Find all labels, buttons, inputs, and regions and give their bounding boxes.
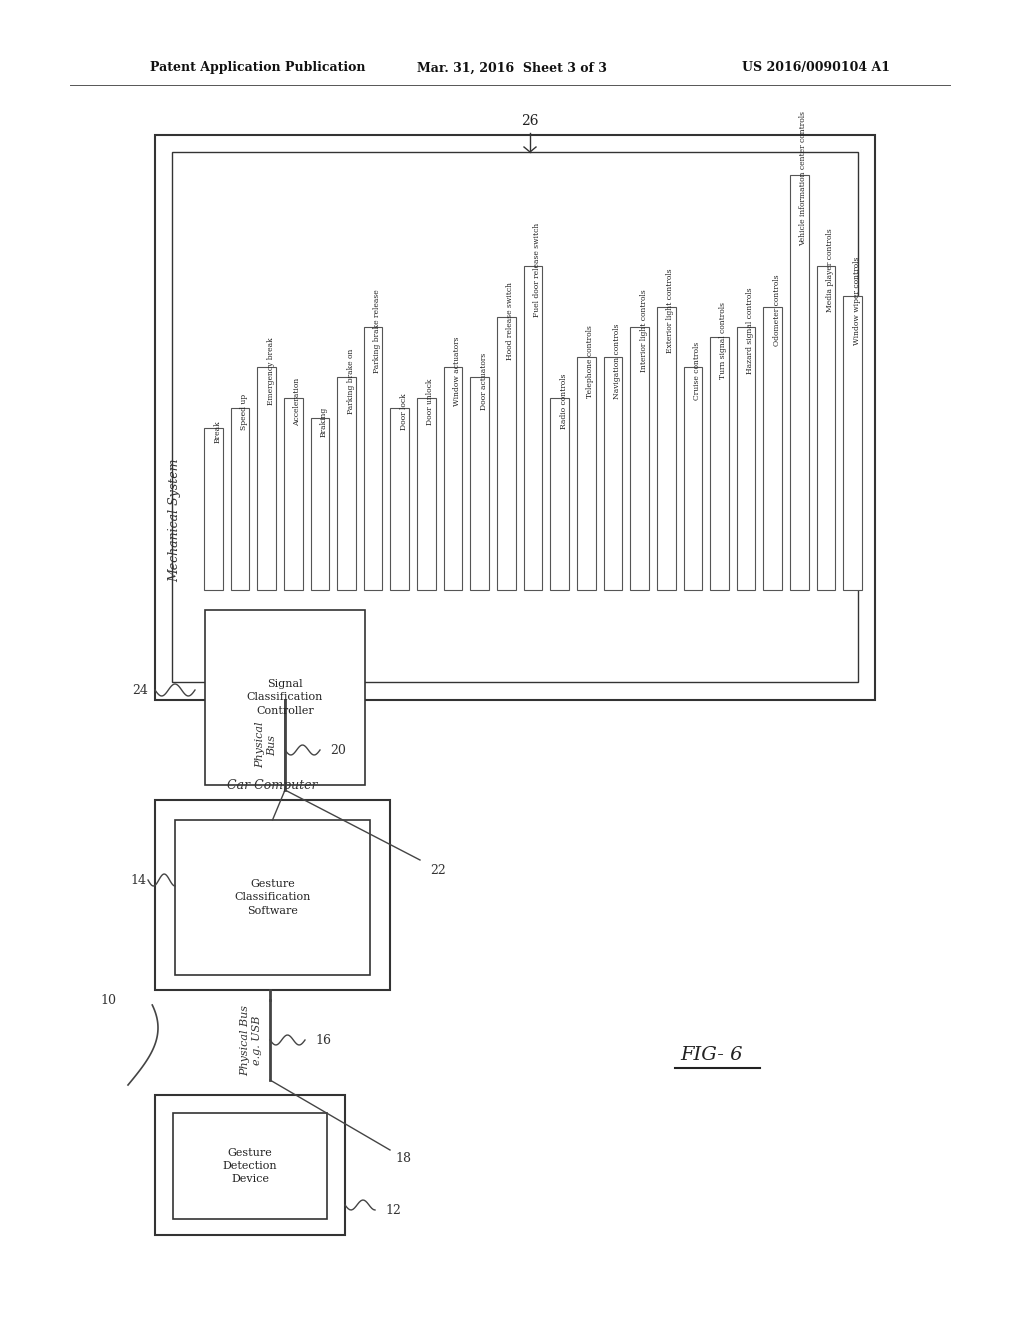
Text: Interior light controls: Interior light controls	[640, 289, 647, 372]
Text: 22: 22	[430, 863, 445, 876]
Bar	[230, 408, 249, 590]
Text: Hazard signal controls: Hazard signal controls	[746, 288, 754, 374]
Text: 18: 18	[395, 1151, 411, 1164]
Text: Parking brake on: Parking brake on	[346, 348, 354, 414]
Bar	[155, 800, 390, 990]
Text: Signal
Classification
Controller: Signal Classification Controller	[247, 680, 324, 715]
Text: 12: 12	[385, 1204, 400, 1217]
Text: Vehicle information center controls: Vehicle information center controls	[800, 111, 807, 247]
Bar	[497, 317, 516, 590]
Text: Door lock: Door lock	[399, 393, 408, 430]
Text: Physical
Bus: Physical Bus	[255, 722, 278, 768]
Text: Car Computer: Car Computer	[227, 779, 317, 792]
Bar	[364, 327, 383, 590]
Bar	[175, 820, 370, 975]
Bar	[577, 358, 596, 590]
Bar	[844, 297, 862, 590]
Bar	[656, 306, 676, 590]
Text: Exterior light controls: Exterior light controls	[667, 268, 674, 352]
Text: Turn signal controls: Turn signal controls	[720, 302, 727, 379]
Bar	[173, 1113, 327, 1218]
Bar	[470, 378, 489, 590]
Text: Physical Bus
e.g. USB: Physical Bus e.g. USB	[241, 1005, 262, 1076]
Text: Navigation controls: Navigation controls	[613, 323, 621, 399]
Text: Odometer controls: Odometer controls	[773, 275, 780, 346]
Bar	[791, 176, 809, 590]
Text: Fuel door release switch: Fuel door release switch	[534, 223, 541, 317]
Bar	[711, 337, 729, 590]
Bar	[310, 418, 329, 590]
Bar	[284, 397, 302, 590]
Text: Window actuators: Window actuators	[453, 337, 461, 407]
Bar	[550, 397, 569, 590]
Bar	[683, 367, 702, 590]
Text: Acceleration: Acceleration	[293, 378, 301, 426]
Bar	[172, 152, 858, 682]
Bar	[523, 267, 543, 590]
Text: 16: 16	[315, 1034, 331, 1047]
Text: Hood release switch: Hood release switch	[506, 281, 514, 360]
Text: Door unlock: Door unlock	[426, 379, 434, 425]
Text: Parking brake release: Parking brake release	[373, 289, 381, 372]
Text: 14: 14	[130, 874, 146, 887]
Bar	[737, 327, 756, 590]
Text: Mechanical System: Mechanical System	[169, 458, 181, 582]
Text: Cruise controls: Cruise controls	[693, 342, 700, 400]
Text: Telephone controls: Telephone controls	[587, 325, 594, 397]
Text: Gesture
Classification
Software: Gesture Classification Software	[234, 879, 310, 916]
Bar	[155, 1096, 345, 1236]
Bar	[155, 135, 874, 700]
Text: 20: 20	[330, 743, 346, 756]
Bar	[205, 610, 365, 785]
Bar	[417, 397, 436, 590]
Text: Mar. 31, 2016  Sheet 3 of 3: Mar. 31, 2016 Sheet 3 of 3	[417, 62, 607, 74]
Text: Speed up: Speed up	[240, 393, 248, 430]
Bar	[630, 327, 649, 590]
Bar	[764, 306, 782, 590]
Bar	[817, 267, 836, 590]
Text: Gesture
Detection
Device: Gesture Detection Device	[222, 1148, 278, 1184]
Bar	[390, 408, 410, 590]
Text: 26: 26	[521, 114, 539, 128]
Text: Window wiper controls: Window wiper controls	[853, 256, 861, 345]
Text: Patent Application Publication: Patent Application Publication	[150, 62, 366, 74]
Text: Door actuators: Door actuators	[479, 352, 487, 411]
Text: Braking: Braking	[319, 407, 328, 437]
Bar	[603, 358, 623, 590]
Bar	[257, 367, 275, 590]
Bar	[443, 367, 463, 590]
Bar	[337, 378, 356, 590]
Text: 10: 10	[100, 994, 116, 1006]
Text: Radio controls: Radio controls	[560, 374, 567, 429]
Text: US 2016/0090104 A1: US 2016/0090104 A1	[742, 62, 890, 74]
Text: Media player controls: Media player controls	[826, 228, 834, 312]
Text: Break: Break	[213, 421, 221, 444]
Text: FIG- 6: FIG- 6	[680, 1045, 742, 1064]
Text: 24: 24	[132, 684, 147, 697]
Bar	[204, 428, 222, 590]
Text: Emergency break: Emergency break	[266, 338, 274, 405]
